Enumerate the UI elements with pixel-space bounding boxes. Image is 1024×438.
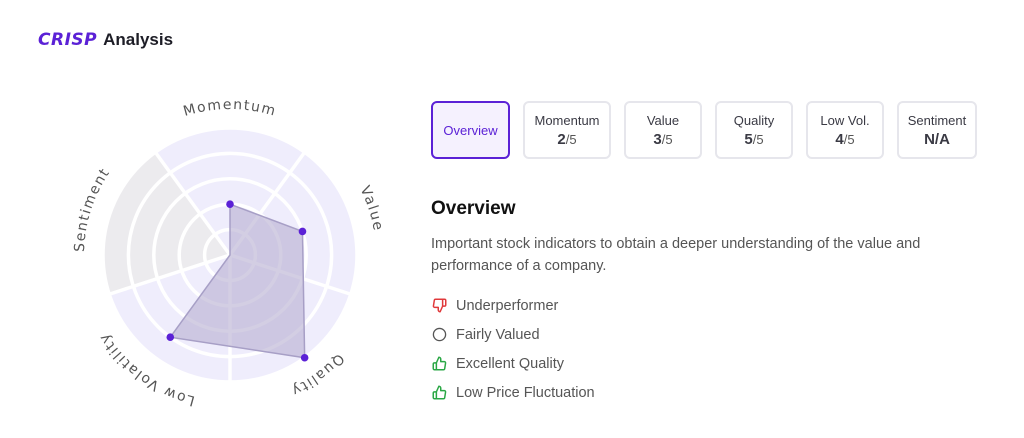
page-header: CRISP Analysis [38,30,173,50]
page-title: Analysis [103,30,174,49]
neutral-circle-icon [431,327,447,343]
axis-label: Momentum [182,97,279,120]
indicator-underperformer: Underperformer [431,291,595,320]
indicator-label: Excellent Quality [456,355,564,372]
score-value: 5 [744,130,753,148]
radar-point [298,227,307,236]
axis-label-text: Value [357,184,385,233]
radar-sector [103,152,230,295]
radar-chart: Momentum Value Quality Low Volatility Sentim… [60,85,400,425]
tab-score: 2/5 [557,131,576,148]
overview-title: Overview [431,198,516,219]
tab-score: 5/5 [744,131,763,148]
score-denominator: /5 [661,131,673,147]
overview-description: Important stock indicators to obtain a d… [431,236,921,274]
indicator-label: Underperformer [456,297,559,314]
indicator-low-price-fluctuation: Low Price Fluctuation [431,378,595,407]
score-value: 3 [653,130,662,148]
radar-divider [108,253,231,296]
indicator-list: Underperformer Fairly Valued Excellent Q… [431,291,595,407]
tab-score: 4/5 [835,131,854,148]
axis-label: Value [357,184,387,233]
tab-label: Overview [443,122,498,138]
tab-quality[interactable]: Quality 5/5 [715,101,793,159]
thumbs-up-icon [431,385,447,401]
tab-sentiment[interactable]: Sentiment N/A [897,101,977,159]
radar-point [226,200,234,208]
score-denominator: /5 [843,131,855,147]
tab-label: Value [646,112,680,128]
indicator-excellent-quality: Excellent Quality [431,349,595,378]
thumbs-up-icon [431,356,447,372]
tab-low-vol[interactable]: Low Vol. 4/5 [806,101,884,159]
indicator-label: Fairly Valued [456,326,540,343]
tab-value[interactable]: Value 3/5 [624,101,702,159]
indicator-label: Low Price Fluctuation [456,384,595,401]
tab-label: Momentum [534,112,600,128]
score-denominator: /5 [565,131,577,147]
tab-score: N/A [924,131,950,148]
tab-score: 3/5 [653,131,672,148]
score-value: 4 [835,130,844,148]
tab-momentum[interactable]: Momentum 2/5 [523,101,611,159]
tab-overview[interactable]: Overview [431,101,510,159]
tab-label: Low Vol. [820,112,870,128]
tab-label: Sentiment [907,112,967,128]
score-denominator: /5 [752,131,764,147]
radar-point [300,353,309,362]
axis-label-text: Momentum [182,97,277,120]
tab-label: Quality [733,112,775,128]
radar-divider [153,151,232,257]
crisp-logo: CRISP [38,30,98,50]
indicator-fairly-valued: Fairly Valued [431,320,595,349]
thumbs-down-icon [431,298,447,314]
score-value: N/A [924,130,950,148]
score-value: 2 [557,130,566,148]
score-tabs: Overview Momentum 2/5 Value 3/5 Quality … [431,101,977,159]
radar-area [168,203,306,359]
radar-point [166,333,175,341]
